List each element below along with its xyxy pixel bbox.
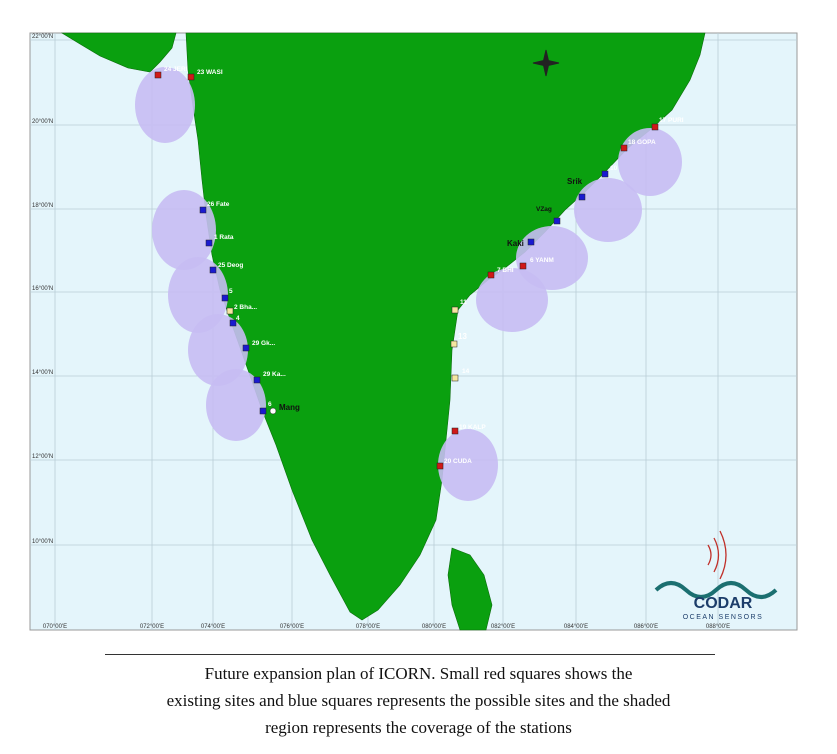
- lon-label: 072°00'E: [140, 624, 164, 630]
- lon-label: 074°00'E: [201, 624, 225, 630]
- station-label: 4: [236, 315, 240, 322]
- caption-line: region represents the coverage of the st…: [265, 718, 572, 737]
- logo-tagline: OCEAN SENSORS: [683, 614, 764, 621]
- station-label: 13: [458, 332, 467, 341]
- lon-label: 084°00'E: [564, 624, 588, 630]
- station-label: Srik: [567, 177, 583, 186]
- station-label: 14: [462, 368, 470, 375]
- station-label: 17 PURI: [659, 117, 684, 124]
- station-label: 24 JERI: [164, 66, 188, 73]
- compass: [532, 49, 560, 77]
- station-label: 18 GOPA: [628, 139, 656, 146]
- rule: [105, 654, 715, 655]
- station-labels: 24 JERI 23 WASI 26 Fate 1 Rata 25 Deog 5 2 Bha…: [164, 66, 684, 465]
- station-label: 29 Gk...: [252, 340, 275, 347]
- station-label: 29 Ka...: [263, 371, 286, 378]
- station-label: 20 CUDA: [444, 458, 472, 465]
- lat-label: 10°00'N: [32, 539, 53, 545]
- site-markers: [154, 71, 659, 470]
- station-label: 26 Fate: [207, 201, 230, 208]
- station-label: 5: [229, 288, 233, 295]
- lat-label: 14°00'N: [32, 370, 53, 376]
- logo-waves: [707, 530, 727, 580]
- station-label: 2 Bha...: [234, 304, 257, 311]
- lat-label: 22°00'N: [32, 34, 53, 40]
- lon-label: 078°00'E: [356, 624, 380, 630]
- lat-label: 18°00'N: [32, 203, 53, 209]
- lat-label: 12°00'N: [32, 454, 53, 460]
- station-label: 23 WASI: [197, 69, 223, 76]
- lon-label: 070°00'E: [43, 624, 67, 630]
- logo-name: CODAR: [694, 595, 753, 612]
- map: 24 JERI 23 WASI 26 Fate 1 Rata 25 Deog 5 2 Bha…: [29, 32, 798, 631]
- station-label: VZag: [536, 206, 552, 213]
- station-label: 10: [610, 165, 618, 172]
- station-label: 19 KALP: [459, 424, 486, 431]
- lon-label: 082°00'E: [491, 624, 515, 630]
- station-label: 6 YANM: [530, 257, 554, 264]
- land: [60, 32, 706, 631]
- station-label: Kaki: [507, 239, 524, 248]
- lon-label: 080°00'E: [422, 624, 446, 630]
- logo-swoosh: [654, 581, 778, 599]
- station-label: Mang: [279, 403, 300, 412]
- caption-line: existing sites and blue squares represen…: [166, 691, 671, 710]
- station-label: 25 Deog: [218, 262, 243, 269]
- lat-label: 20°00'N: [32, 119, 53, 125]
- station-label: 1 Rata: [214, 234, 234, 241]
- lon-label: 088°00'E: [706, 624, 730, 630]
- lon-label: 086°00'E: [634, 624, 658, 630]
- station-label: 6: [268, 401, 272, 408]
- station-label: 11: [460, 299, 467, 306]
- lat-label: 16°00'N: [32, 286, 53, 292]
- lon-label: 076°00'E: [280, 624, 304, 630]
- station-label: 7 BHI: [497, 267, 514, 274]
- caption-line: Future expansion plan of ICORN. Small re…: [204, 664, 633, 683]
